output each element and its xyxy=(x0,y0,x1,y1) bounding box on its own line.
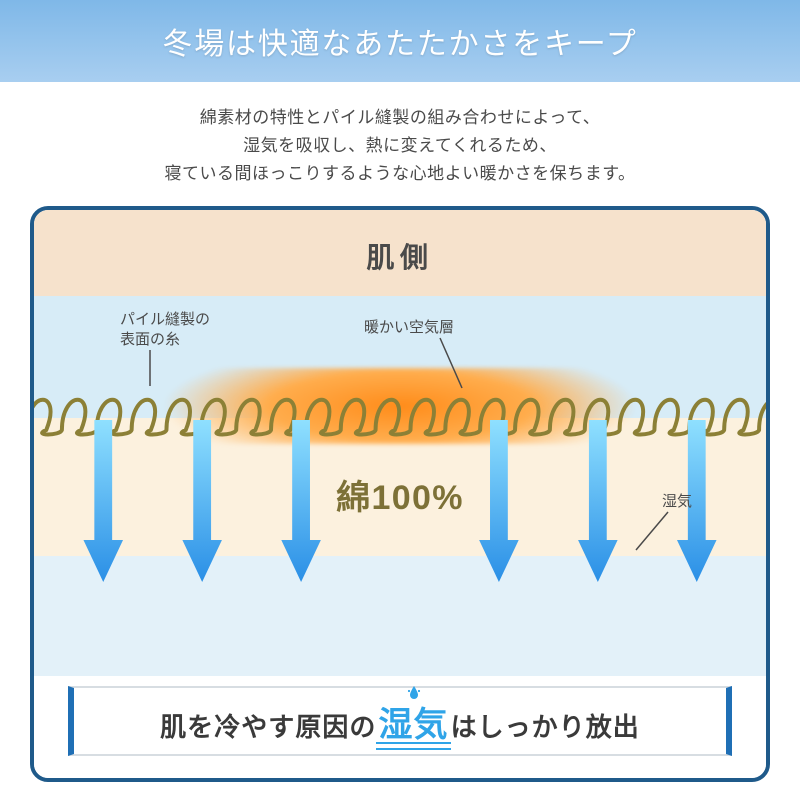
ribbon-text-em: 湿気 xyxy=(376,697,450,746)
ribbon-text-em-inner: 湿気 xyxy=(378,706,448,744)
header-title: 冬場は快適なあたたかさをキープ xyxy=(162,19,637,63)
anno-warm-air-leader xyxy=(434,336,474,396)
anno-pile-thread: パイル縫製の 表面の糸 xyxy=(120,310,210,351)
header-band: 冬場は快適なあたたかさをキープ xyxy=(0,0,800,82)
droplet-icon xyxy=(407,685,421,699)
skin-side-label: 肌側 xyxy=(34,236,766,276)
intro-line-3: 寝ている間ほっこりするような心地よい暖かさを保ちます。 xyxy=(20,160,780,188)
intro-line-2: 湿気を吸収し、熱に変えてくれるため、 xyxy=(20,132,780,160)
anno-moisture-leader xyxy=(632,510,682,560)
intro-line-1: 綿素材の特性とパイル縫製の組み合わせによって、 xyxy=(20,104,780,132)
ribbon-text-before: 肌を冷やす原因の xyxy=(160,712,376,742)
intro-copy: 綿素材の特性とパイル縫製の組み合わせによって、 湿気を吸収し、熱に変えてくれるた… xyxy=(0,82,800,206)
bottom-ribbon: 肌を冷やす原因の 湿気 はしっかり放出 xyxy=(68,686,732,756)
ribbon-text: 肌を冷やす原因の 湿気 はしっかり放出 xyxy=(160,697,640,746)
anno-pile-thread-line1: パイル縫製の xyxy=(120,311,210,328)
ribbon-text-after: はしっかり放出 xyxy=(451,712,640,742)
diagram-frame: 肌側 綿100% パイル縫製の 表面の糸 暖かい空気層 湿気 肌を冷やす原因の xyxy=(30,206,770,782)
anno-pile-thread-leader xyxy=(144,346,184,396)
